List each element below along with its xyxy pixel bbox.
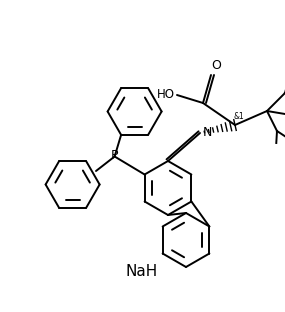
Text: O: O [211,59,221,72]
Text: N: N [203,126,212,139]
Text: P: P [111,149,118,162]
Text: NaH: NaH [126,265,158,280]
Text: HO: HO [157,89,175,101]
Text: &1: &1 [234,112,245,121]
